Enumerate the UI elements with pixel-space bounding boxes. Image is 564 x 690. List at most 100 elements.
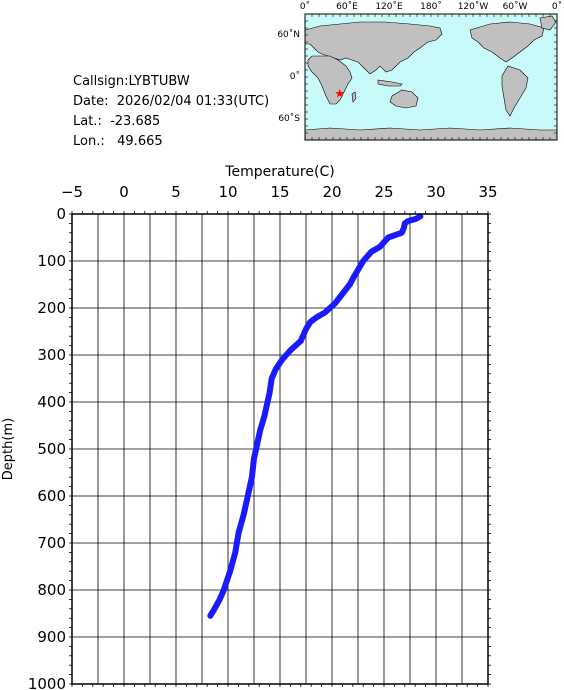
profile-point bbox=[249, 474, 255, 480]
station-info: Callsign:LYBTUBW Date: 2026/02/04 01:33(… bbox=[73, 72, 269, 152]
profile-point bbox=[227, 568, 233, 574]
map-lon-label: 60˚E bbox=[336, 1, 358, 12]
x-tick-label: 25 bbox=[374, 183, 393, 201]
profile-point bbox=[269, 376, 275, 381]
map-lat-label: 0˚ bbox=[290, 71, 300, 82]
plot-frame bbox=[71, 213, 489, 685]
profile-point bbox=[261, 413, 267, 419]
y-tick-label: 800 bbox=[37, 581, 66, 599]
profile-point bbox=[279, 357, 285, 363]
map-lon-label: 120˚W bbox=[458, 1, 489, 12]
lat-label: Lat.: bbox=[73, 114, 102, 129]
lon-value: 49.665 bbox=[117, 134, 163, 149]
map-lat-label: 60˚S bbox=[278, 113, 300, 124]
y-tick-label: 900 bbox=[37, 628, 66, 646]
callsign-value: LYBTUBW bbox=[128, 74, 190, 89]
y-tick-label: 300 bbox=[37, 346, 66, 364]
y-tick-label: 100 bbox=[37, 252, 66, 270]
profile-point bbox=[254, 441, 260, 447]
lat-value: -23.685 bbox=[110, 114, 161, 129]
y-tick-label: 400 bbox=[37, 393, 66, 411]
profile-point bbox=[273, 366, 279, 372]
world-map: 0˚ 60˚E 120˚E 180˚ 120˚W 60˚W 0˚ 60˚N 0˚ 60˚S ★ bbox=[277, 1, 562, 141]
x-tick-label: 10 bbox=[218, 183, 237, 201]
y-tick-label: 600 bbox=[37, 487, 66, 505]
profile-point bbox=[313, 314, 319, 320]
profile-point bbox=[385, 235, 391, 240]
x-tick-label: 15 bbox=[270, 183, 289, 201]
lon-label: Lon.: bbox=[73, 134, 105, 149]
profile-point bbox=[347, 282, 353, 287]
y-tick-label: 200 bbox=[37, 299, 66, 317]
land-north-america bbox=[469, 21, 545, 63]
profile-point bbox=[245, 493, 251, 499]
callsign-row: Callsign:LYBTUBW bbox=[73, 72, 269, 92]
land-south-america bbox=[501, 65, 529, 117]
profile-point bbox=[413, 216, 419, 222]
profile-point bbox=[307, 319, 313, 325]
x-tick-label: 0 bbox=[119, 183, 129, 201]
profile-point bbox=[221, 587, 227, 593]
profile-point bbox=[257, 427, 263, 433]
map-lat-labels: 60˚N 0˚ 60˚S bbox=[277, 29, 300, 124]
profile-point bbox=[251, 455, 257, 461]
map-lon-labels: 0˚ 60˚E 120˚E 180˚ 120˚W 60˚W 0˚ bbox=[300, 1, 562, 12]
profile-point bbox=[241, 512, 247, 518]
profile-point bbox=[360, 258, 366, 264]
callsign-label: Callsign: bbox=[73, 74, 129, 89]
profile-point bbox=[211, 606, 217, 612]
profile-point bbox=[352, 272, 358, 278]
chart-grid bbox=[71, 213, 489, 685]
station-marker: ★ bbox=[334, 87, 345, 101]
temperature-profile-points bbox=[207, 213, 423, 619]
land-indonesia bbox=[377, 79, 403, 87]
land-africa bbox=[307, 55, 353, 105]
map-lon-label: 120˚E bbox=[375, 1, 403, 12]
profile-point bbox=[322, 310, 328, 316]
date-row: Date: 2026/02/04 01:33(UTC) bbox=[73, 92, 269, 112]
map-lon-label: 0˚ bbox=[300, 1, 310, 12]
profile-point bbox=[339, 291, 345, 297]
y-tick-label: 1000 bbox=[28, 675, 66, 690]
profile-point bbox=[232, 549, 238, 555]
map-lon-label: 0˚ bbox=[552, 1, 562, 12]
x-tick-label: −5 bbox=[61, 183, 83, 201]
profile-point bbox=[377, 244, 383, 250]
profile-point bbox=[298, 338, 304, 344]
y-tick-label: 500 bbox=[37, 440, 66, 458]
lat-row: Lat.: -23.685 bbox=[73, 112, 269, 132]
land-madagascar bbox=[351, 91, 357, 103]
x-tick-label: 30 bbox=[426, 183, 445, 201]
profile-point bbox=[369, 249, 375, 255]
profile-point bbox=[265, 399, 271, 405]
profile-point bbox=[332, 300, 338, 306]
map-ticks bbox=[304, 13, 558, 141]
profile-point bbox=[402, 220, 408, 226]
y-tick-labels: 0 100 200 300 400 500 600 700 800 900 1000 bbox=[28, 205, 66, 690]
profile-point bbox=[303, 326, 309, 332]
land-australia bbox=[389, 89, 419, 109]
x-tick-label: 20 bbox=[322, 183, 341, 201]
profile-point bbox=[207, 613, 213, 619]
profile-point bbox=[417, 213, 423, 219]
profile-point bbox=[267, 390, 273, 396]
x-tick-labels: −5 0 5 10 15 20 25 30 35 bbox=[61, 183, 498, 201]
x-tick-label: 35 bbox=[478, 183, 497, 201]
map-lon-label: 60˚W bbox=[503, 1, 528, 12]
lon-row: Lon.: 49.665 bbox=[73, 132, 269, 152]
profile-point bbox=[381, 239, 387, 245]
temperature-profile-line bbox=[207, 213, 424, 619]
map-lat-label: 60˚N bbox=[277, 29, 300, 40]
date-label: Date: bbox=[73, 94, 109, 109]
x-axis-label: Temperature(C) bbox=[224, 164, 334, 180]
profile-point bbox=[399, 230, 405, 236]
profile-point bbox=[217, 596, 223, 602]
y-tick-label: 0 bbox=[56, 205, 66, 223]
land-eurasia bbox=[304, 21, 443, 75]
profile-point bbox=[401, 225, 407, 231]
y-tick-label: 700 bbox=[37, 534, 66, 552]
profile-point bbox=[287, 347, 293, 353]
y-axis-label: Depth(m) bbox=[1, 418, 16, 480]
profile-point bbox=[235, 531, 241, 537]
